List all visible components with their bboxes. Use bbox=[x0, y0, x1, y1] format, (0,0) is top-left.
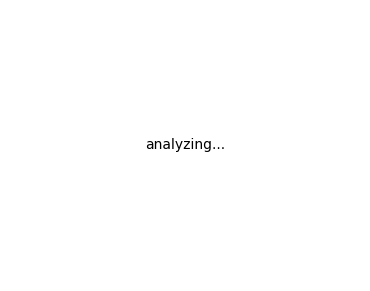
Text: analyzing...: analyzing... bbox=[145, 139, 225, 152]
